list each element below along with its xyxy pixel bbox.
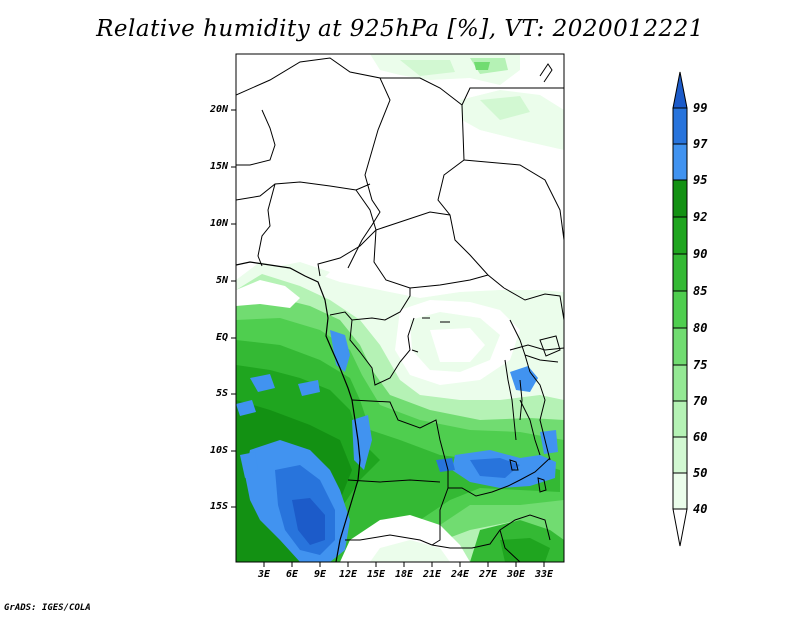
colorbar-label: 92: [693, 210, 708, 224]
lon-tick-label: 18E: [394, 569, 414, 580]
lat-tick-label: 10S: [209, 445, 228, 456]
lon-tick-label: 12E: [338, 569, 358, 580]
colorbar-label: 70: [693, 394, 708, 408]
lat-tick-label: 15N: [209, 161, 228, 172]
lat-tick-label: 5S: [215, 388, 228, 399]
colorbar-label: 85: [693, 284, 708, 298]
lon-tick-label: 27E: [478, 569, 498, 580]
colorbar-label: 80: [693, 321, 708, 335]
colorbar-label: 50: [693, 466, 708, 480]
lat-tick-label: EQ: [215, 332, 228, 343]
colorbar-label: 99: [693, 101, 708, 115]
lon-tick-label: 30E: [506, 569, 526, 580]
lon-tick-label: 15E: [366, 569, 386, 580]
lat-tick-label: 15S: [209, 501, 228, 512]
lon-tick-label: 6E: [285, 569, 299, 580]
lat-tick-label: 5N: [215, 275, 228, 286]
chart-title: Relative humidity at 925hPa [%], VT: 202…: [96, 16, 704, 42]
colorbar-label: 90: [693, 247, 708, 261]
colorbar-arrow-bottom: [672, 508, 688, 547]
colorbar-label: 60: [693, 430, 708, 444]
lon-tick-label: 9E: [313, 569, 327, 580]
lat-tick-label: 20N: [209, 104, 228, 115]
colorbar-label: 97: [693, 137, 708, 151]
colorbar-arrow-top: [672, 71, 688, 109]
colorbar-label: 40: [693, 502, 708, 516]
lon-tick-label: 3E: [257, 569, 271, 580]
grads-credit: GrADS: IGES/COLA: [4, 603, 91, 613]
map-frame: [235, 53, 565, 563]
colorbar-label: 95: [693, 173, 708, 187]
colorbar-label: 75: [693, 358, 708, 372]
humidity-field: [236, 54, 564, 562]
colorbar: [672, 71, 688, 547]
lon-tick-label: 33E: [534, 569, 554, 580]
lon-tick-label: 24E: [450, 569, 470, 580]
boundaries: [236, 57, 564, 562]
lat-tick-label: 10N: [209, 218, 228, 229]
lon-tick-label: 21E: [422, 569, 442, 580]
